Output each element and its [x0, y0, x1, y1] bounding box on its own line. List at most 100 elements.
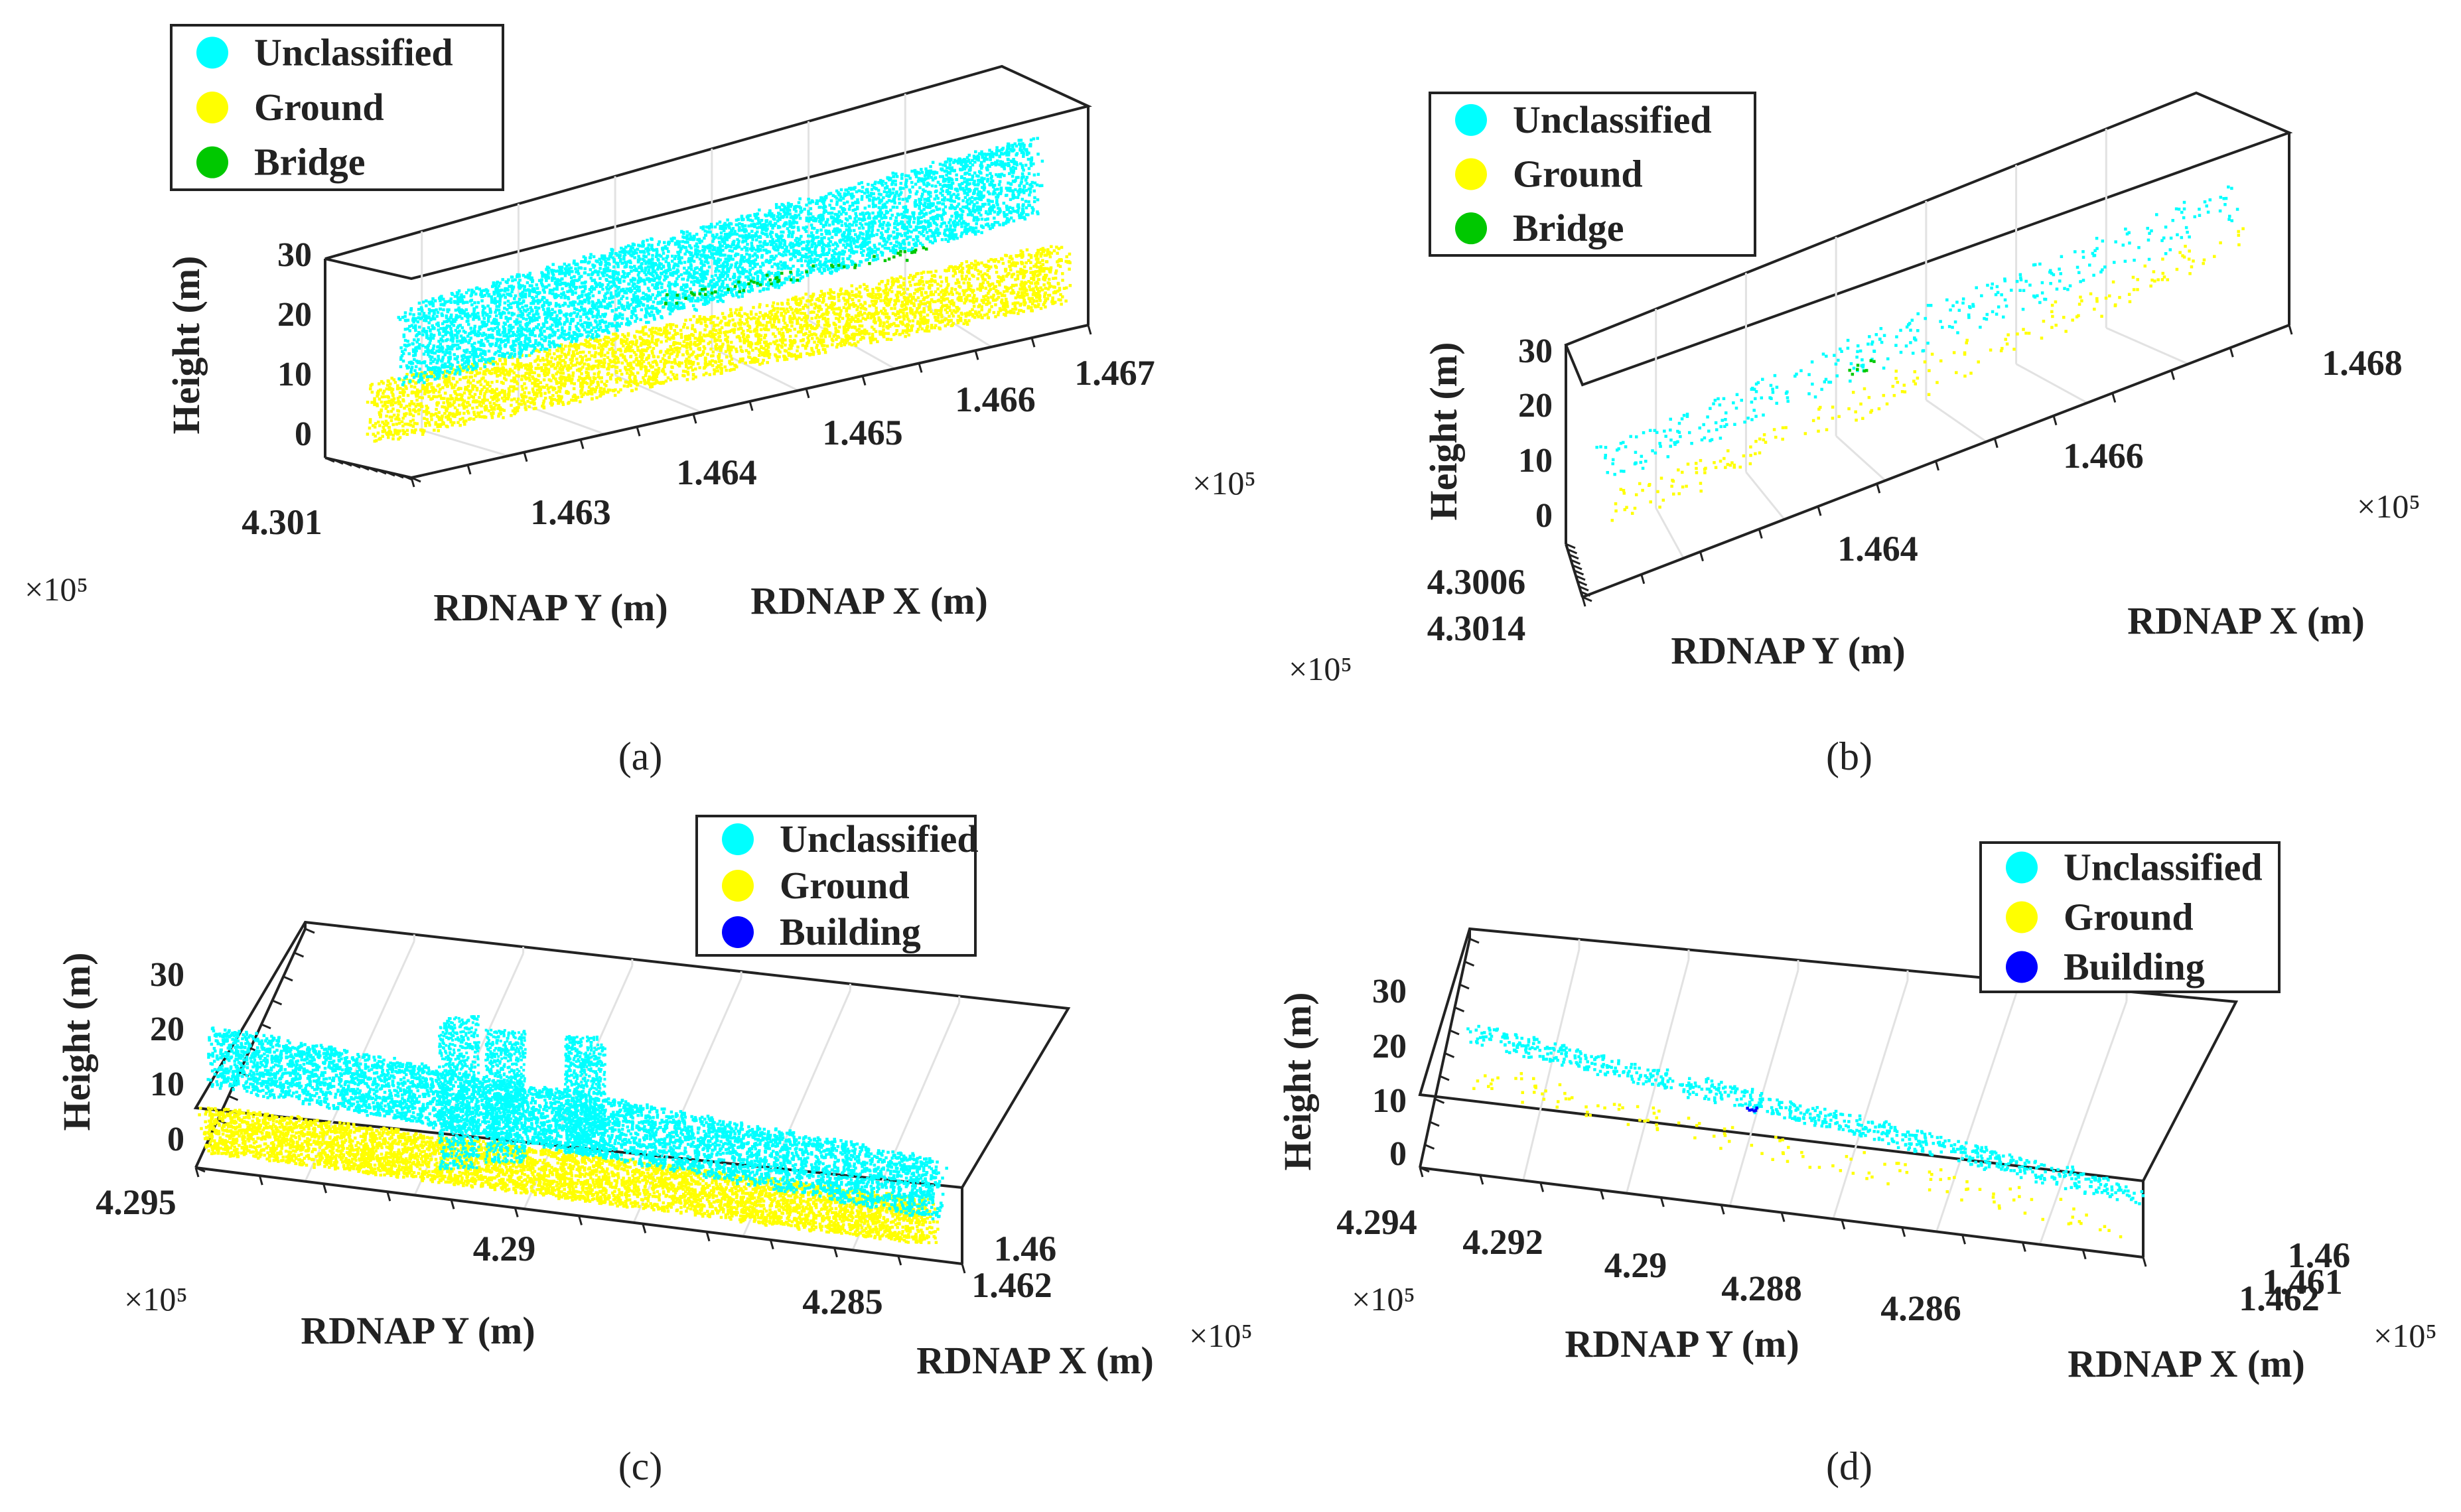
data-point — [761, 314, 764, 317]
data-point — [633, 379, 636, 383]
data-point — [435, 314, 439, 318]
data-point — [951, 314, 955, 318]
data-point — [866, 211, 870, 215]
data-point — [605, 340, 608, 344]
data-point — [685, 378, 689, 381]
data-point — [685, 326, 689, 330]
data-point — [571, 378, 574, 381]
data-point — [408, 402, 411, 406]
data-point — [571, 395, 575, 399]
data-point — [713, 339, 717, 342]
data-point — [484, 379, 487, 383]
data-point — [759, 328, 763, 332]
data-point — [1036, 265, 1039, 269]
data-point — [916, 219, 920, 222]
data-point — [474, 369, 478, 372]
data-point — [390, 415, 393, 419]
data-point — [585, 381, 589, 385]
data-point — [740, 223, 744, 226]
data-point — [735, 365, 738, 369]
data-point — [795, 221, 799, 224]
data-point — [392, 397, 396, 401]
data-point — [607, 362, 610, 366]
data-point — [496, 366, 500, 370]
data-point — [847, 334, 851, 338]
data-point — [987, 316, 990, 319]
data-point — [728, 351, 732, 355]
data-point — [780, 239, 784, 242]
data-point — [577, 368, 581, 371]
data-point — [990, 151, 993, 154]
data-point — [642, 332, 646, 336]
data-point — [403, 314, 407, 318]
data-point — [443, 380, 447, 383]
data-point — [450, 322, 454, 326]
data-point — [989, 283, 993, 287]
data-point — [847, 208, 851, 211]
data-point — [1015, 255, 1019, 258]
data-point — [593, 390, 597, 393]
data-point — [963, 191, 967, 195]
data-point — [783, 321, 787, 325]
data-point — [574, 363, 577, 367]
data-point — [926, 270, 930, 274]
data-point — [527, 391, 531, 395]
data-point — [775, 316, 779, 320]
x-tick — [974, 350, 979, 360]
data-point — [913, 314, 917, 317]
data-point — [568, 285, 572, 289]
data-point — [577, 346, 581, 350]
data-point — [817, 352, 821, 355]
data-point — [498, 412, 501, 416]
data-point — [1011, 291, 1014, 295]
data-point — [427, 395, 431, 398]
data-point — [996, 292, 999, 295]
data-point — [620, 353, 624, 357]
data-point — [555, 372, 558, 376]
data-point — [387, 431, 391, 434]
data-point — [921, 317, 925, 320]
data-point — [764, 328, 767, 332]
data-point — [388, 415, 392, 419]
data-point — [776, 359, 780, 362]
data-point — [1032, 278, 1036, 282]
data-point — [405, 377, 408, 380]
data-point — [908, 188, 912, 192]
data-point — [663, 329, 666, 333]
data-point — [833, 333, 837, 337]
data-point — [1061, 279, 1064, 282]
data-point — [494, 360, 498, 364]
data-point — [711, 359, 714, 363]
data-point — [395, 423, 398, 426]
data-point — [629, 370, 632, 374]
data-point — [557, 401, 561, 405]
data-point — [849, 240, 853, 243]
data-point — [1003, 312, 1006, 316]
data-point — [738, 318, 742, 322]
data-point — [1055, 245, 1058, 249]
data-point — [959, 208, 962, 211]
data-point — [813, 340, 816, 344]
data-point — [598, 387, 602, 390]
data-point — [916, 307, 919, 310]
data-point — [579, 315, 583, 318]
data-point — [664, 327, 668, 330]
data-point — [770, 325, 774, 329]
data-point — [796, 311, 800, 314]
data-point — [944, 289, 948, 293]
data-point — [641, 348, 644, 352]
data-point — [728, 330, 732, 334]
data-point — [655, 247, 659, 251]
data-point — [524, 407, 527, 411]
data-point — [684, 370, 687, 374]
data-point — [551, 393, 555, 397]
data-point — [749, 330, 752, 334]
data-point — [561, 368, 565, 372]
data-point — [865, 330, 869, 333]
data-point — [537, 350, 541, 354]
data-point — [482, 371, 486, 374]
data-point — [1051, 296, 1054, 300]
data-point — [877, 293, 881, 297]
data-point — [514, 364, 518, 367]
data-point — [425, 408, 429, 411]
